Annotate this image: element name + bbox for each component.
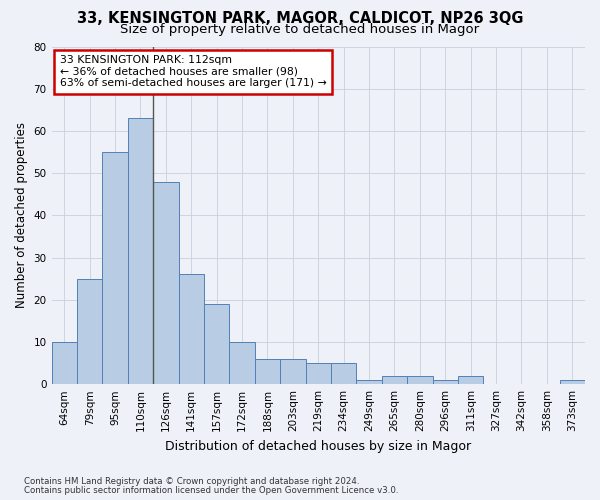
Bar — [204, 304, 229, 384]
Bar — [407, 376, 433, 384]
Bar — [153, 182, 179, 384]
Bar — [433, 380, 458, 384]
Bar — [229, 342, 255, 384]
X-axis label: Distribution of detached houses by size in Magor: Distribution of detached houses by size … — [165, 440, 472, 452]
Text: Contains public sector information licensed under the Open Government Licence v3: Contains public sector information licen… — [24, 486, 398, 495]
Bar — [560, 380, 585, 384]
Bar — [458, 376, 484, 384]
Text: Size of property relative to detached houses in Magor: Size of property relative to detached ho… — [121, 22, 479, 36]
Bar — [52, 342, 77, 384]
Bar — [255, 359, 280, 384]
Bar — [280, 359, 305, 384]
Y-axis label: Number of detached properties: Number of detached properties — [15, 122, 28, 308]
Text: Contains HM Land Registry data © Crown copyright and database right 2024.: Contains HM Land Registry data © Crown c… — [24, 477, 359, 486]
Bar — [305, 363, 331, 384]
Text: 33 KENSINGTON PARK: 112sqm
← 36% of detached houses are smaller (98)
63% of semi: 33 KENSINGTON PARK: 112sqm ← 36% of deta… — [59, 55, 326, 88]
Bar — [382, 376, 407, 384]
Text: 33, KENSINGTON PARK, MAGOR, CALDICOT, NP26 3QG: 33, KENSINGTON PARK, MAGOR, CALDICOT, NP… — [77, 11, 523, 26]
Bar — [77, 278, 103, 384]
Bar — [356, 380, 382, 384]
Bar — [179, 274, 204, 384]
Bar — [128, 118, 153, 384]
Bar — [103, 152, 128, 384]
Bar — [331, 363, 356, 384]
